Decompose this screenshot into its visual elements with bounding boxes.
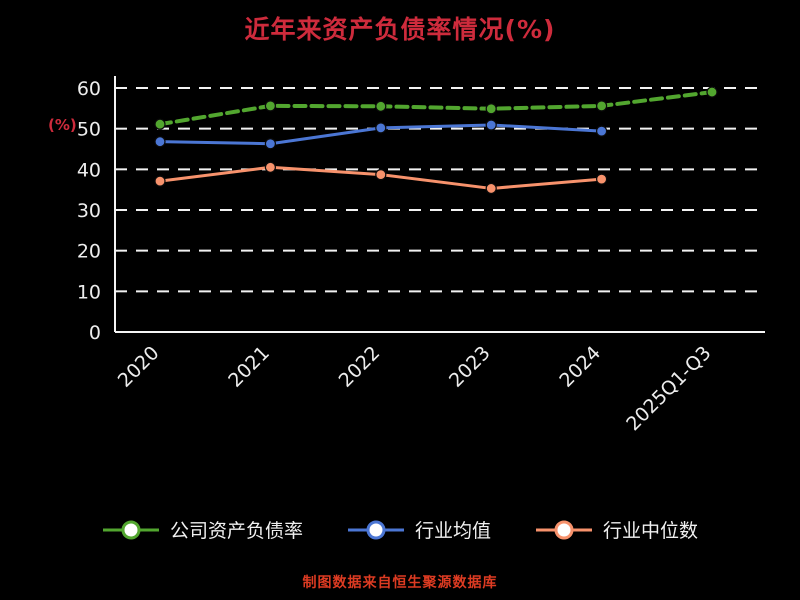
data-point <box>154 136 166 148</box>
data-source-note: 制图数据来自恒生聚源数据库 <box>302 575 498 591</box>
data-point <box>706 86 718 98</box>
legend: 公司资产负债率 行业均值 行业中位数 <box>0 516 800 543</box>
x-tick-label: 2023 <box>445 342 495 392</box>
data-point <box>485 103 497 115</box>
legend-label-industry-mean: 行业均值 <box>414 520 491 542</box>
y-tick-label: 50 <box>77 119 101 141</box>
data-point <box>595 173 608 185</box>
legend-label-company-debt-ratio: 公司资产负债率 <box>169 520 303 542</box>
legend-marker-orange-icon <box>536 520 592 539</box>
x-tick-label: 2021 <box>224 342 274 392</box>
series-line-0 <box>158 90 714 127</box>
legend-marker-blue-icon <box>347 520 404 539</box>
data-point <box>485 182 497 195</box>
x-tick-label: 2025Q1-Q3 <box>622 342 715 435</box>
data-point <box>595 125 608 137</box>
legend-item-company-debt-ratio: 公司资产负债率 <box>102 516 303 543</box>
data-point <box>264 138 276 150</box>
y-tick-label: 40 <box>77 159 101 181</box>
y-tick-label: 20 <box>77 241 101 263</box>
data-point <box>485 119 497 131</box>
data-point <box>375 122 387 134</box>
y-tick-label: 0 <box>89 322 101 344</box>
legend-marker-green-icon <box>102 520 159 539</box>
y-axis-unit-label: (%) <box>48 116 77 134</box>
x-tick-label: 2022 <box>335 342 385 392</box>
data-point <box>375 100 387 112</box>
legend-item-industry-median: 行业中位数 <box>535 516 698 543</box>
x-tick-label: 2024 <box>555 342 605 392</box>
data-point <box>154 118 166 130</box>
data-point <box>264 161 276 173</box>
legend-item-industry-mean: 行业均值 <box>347 516 491 543</box>
x-tick-label: 2020 <box>114 342 164 392</box>
data-point <box>595 100 608 112</box>
data-point <box>154 175 166 187</box>
y-tick-label: 30 <box>77 200 101 222</box>
data-point <box>375 169 387 181</box>
data-point <box>264 100 276 112</box>
y-tick-label: 10 <box>77 281 101 303</box>
y-tick-label: 60 <box>77 78 101 100</box>
line-chart: 0 10 20 30 40 50 60 2020 2021 2022 2023 2024 2025Q1-… <box>77 76 765 435</box>
legend-label-industry-median: 行业中位数 <box>603 520 699 542</box>
chart-title: 近年来资产负债率情况(%) <box>244 15 556 44</box>
